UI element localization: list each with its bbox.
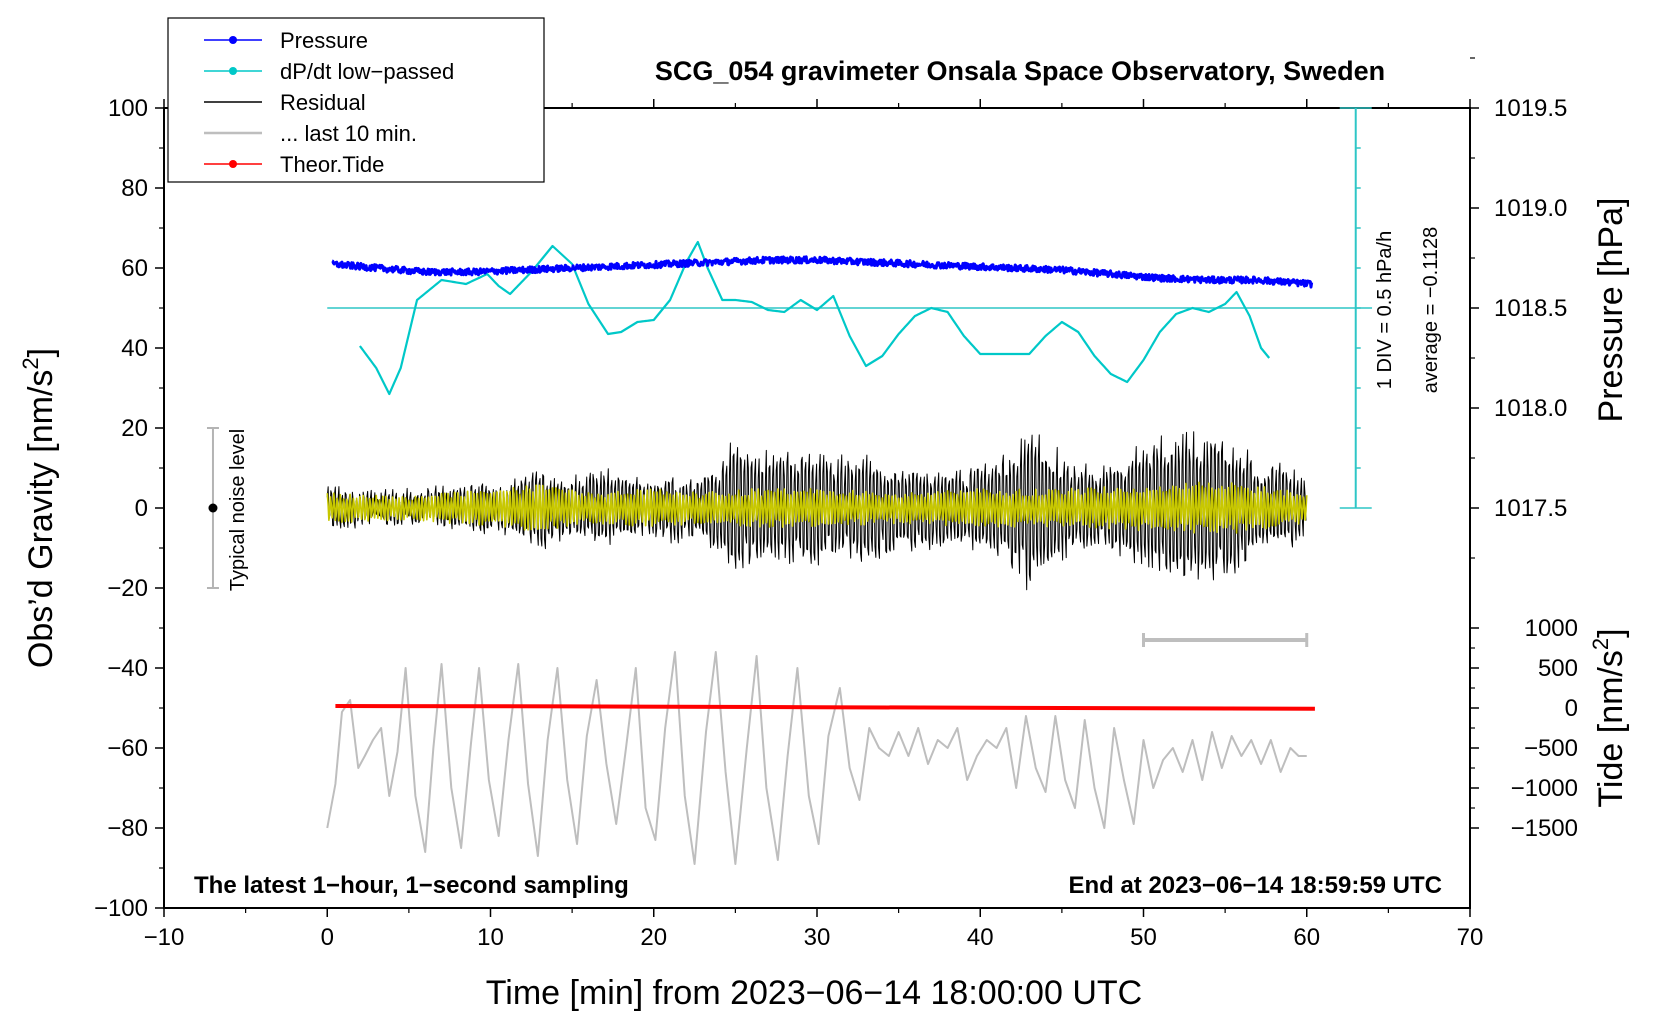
y-tick-label: −100 (94, 895, 148, 922)
y-axis-label-left-sup: 2 (18, 357, 43, 369)
x-tick-label: 0 (321, 924, 334, 951)
legend-marker (229, 67, 237, 75)
pressure-tick-label: 1018.0 (1494, 395, 1567, 422)
noise-bar-center (208, 503, 218, 513)
tide-tick-label: 0 (1565, 695, 1578, 722)
tide-tick-label: −500 (1524, 735, 1578, 762)
pressure-line (331, 255, 1314, 289)
pressure-tick-label: 1019.0 (1494, 195, 1567, 222)
dpdt-scale-label: 1 DIV = 0.5 hPa/h (1374, 231, 1396, 389)
legend-label: Theor.Tide (280, 152, 384, 177)
legend-marker (229, 160, 237, 168)
legend-label: Residual (280, 90, 366, 115)
y-axis-label-tide-sup: 2 (1588, 638, 1613, 650)
legend-marker (229, 36, 237, 44)
tide-tick-label: −1500 (1511, 815, 1578, 842)
x-tick-label: 40 (967, 924, 994, 951)
x-tick-label: 70 (1457, 924, 1484, 951)
x-tick-label: 50 (1130, 924, 1157, 951)
legend: Pressure dP/dt low−passed Residual ... last… (167, 17, 545, 183)
residual-overlay-line (326, 481, 1308, 534)
legend-label: ... last 10 min. (280, 121, 417, 146)
dpdt-average-label: average = −0.1128 (1420, 227, 1442, 393)
legend-label: Pressure (280, 28, 368, 53)
axes-layer: −10 0 10 20 30 40 50 60 70−100−80−60−40−20020406… (94, 57, 1578, 951)
y-tick-label: 20 (121, 415, 148, 442)
pressure-tick-label: 1018.5 (1494, 295, 1567, 322)
legend-box (167, 17, 545, 183)
y-tick-label: 100 (108, 95, 148, 122)
pressure-tick-label: 1019.5 (1494, 95, 1567, 122)
x-tick-label: 30 (804, 924, 831, 951)
y-axis-label-pressure: Pressure [hPa] (1592, 198, 1630, 423)
y-tick-label: −20 (107, 575, 148, 602)
y-tick-label: 80 (121, 175, 148, 202)
legend-items: Pressure dP/dt low−passed Residual ... last… (204, 28, 454, 177)
legend-label: dP/dt low−passed (280, 59, 454, 84)
tide-waveform-line (326, 651, 1307, 865)
chart-title: SCG_054 gravimeter Onsala Space Observat… (655, 56, 1385, 86)
series-layer (206, 107, 1373, 865)
footer-left: The latest 1−hour, 1−second sampling (194, 872, 629, 899)
y-tick-label: −80 (107, 815, 148, 842)
y-tick-label: 40 (121, 335, 148, 362)
x-tick-label: −10 (144, 924, 185, 951)
y-tick-label: 60 (121, 255, 148, 282)
y-axis-label-left: Obs’d Gravity [nm/s2] (18, 348, 60, 668)
x-tick-label: 60 (1293, 924, 1320, 951)
tide-tick-label: 1000 (1525, 615, 1578, 642)
footer-right: End at 2023−06−14 18:59:59 UTC (1068, 872, 1442, 899)
y-tick-label: −60 (107, 735, 148, 762)
tide-tick-label: −1000 (1511, 775, 1578, 802)
y-tick-label: −40 (107, 655, 148, 682)
x-tick-label: 10 (477, 924, 504, 951)
noise-level-label: Typical noise level (227, 429, 249, 591)
x-tick-label: 20 (640, 924, 667, 951)
y-tick-label: 0 (135, 495, 148, 522)
theor-tide-line (335, 704, 1315, 711)
pressure-tick-label: 1017.5 (1494, 495, 1567, 522)
tide-tick-label: 500 (1538, 655, 1578, 682)
x-axis-label: Time [min] from 2023−06−14 18:00:00 UTC (486, 974, 1142, 1012)
y-axis-label-tide: Tide [nm/s2] (1588, 628, 1630, 807)
dpdt-line (359, 240, 1271, 396)
